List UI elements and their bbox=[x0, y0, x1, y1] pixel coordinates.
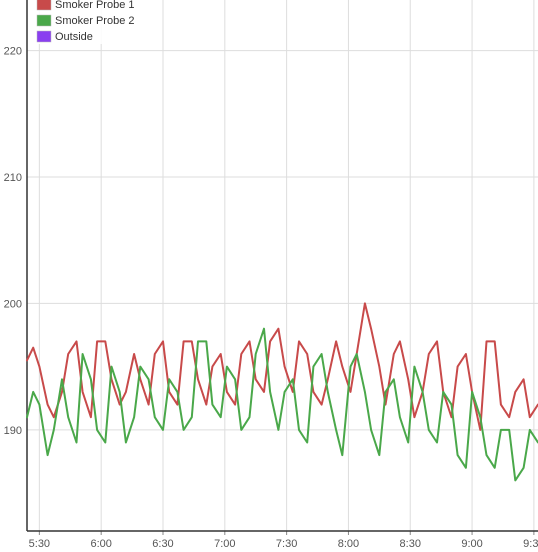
legend-label-smoker-probe-2[interactable]: Smoker Probe 2 bbox=[55, 15, 134, 27]
x-tick-label: 9:00 bbox=[461, 538, 482, 550]
legend-label-smoker-probe-1[interactable]: Smoker Probe 1 bbox=[55, 0, 134, 11]
legend-swatch-smoker-probe-1[interactable] bbox=[36, 0, 52, 11]
x-tick-label: 7:30 bbox=[276, 538, 297, 550]
x-tick-label: 8:00 bbox=[338, 538, 359, 550]
series-line-smoker-probe-2 bbox=[26, 327, 538, 482]
y-tick-label: 220 bbox=[4, 46, 22, 58]
legend-swatch-smoker-probe-2[interactable] bbox=[36, 14, 52, 27]
legend: Smoker Probe 1 Smoker Probe 2 Outside bbox=[33, 0, 134, 44]
x-tick-label: 5:30 bbox=[29, 538, 50, 550]
x-tick-label: 6:00 bbox=[90, 538, 111, 550]
grid bbox=[27, 0, 538, 531]
series-group bbox=[26, 302, 538, 482]
x-tick-label: 7:00 bbox=[214, 538, 235, 550]
x-axis: 5:30 6:00 6:30 7:00 7:30 8:00 8:30 9:00 9:30 bbox=[27, 530, 538, 550]
y-tick-label: 210 bbox=[4, 172, 22, 184]
x-tick-label: 6:30 bbox=[152, 538, 173, 550]
y-tick-label: 190 bbox=[4, 425, 22, 437]
y-tick-label: 200 bbox=[4, 298, 22, 310]
legend-label-outside[interactable]: Outside bbox=[55, 31, 93, 43]
y-axis: 190 200 210 220 bbox=[4, 0, 28, 531]
x-tick-label: 9:30 bbox=[523, 538, 538, 550]
legend-swatch-outside[interactable] bbox=[36, 30, 52, 43]
x-tick-label: 8:30 bbox=[400, 538, 421, 550]
